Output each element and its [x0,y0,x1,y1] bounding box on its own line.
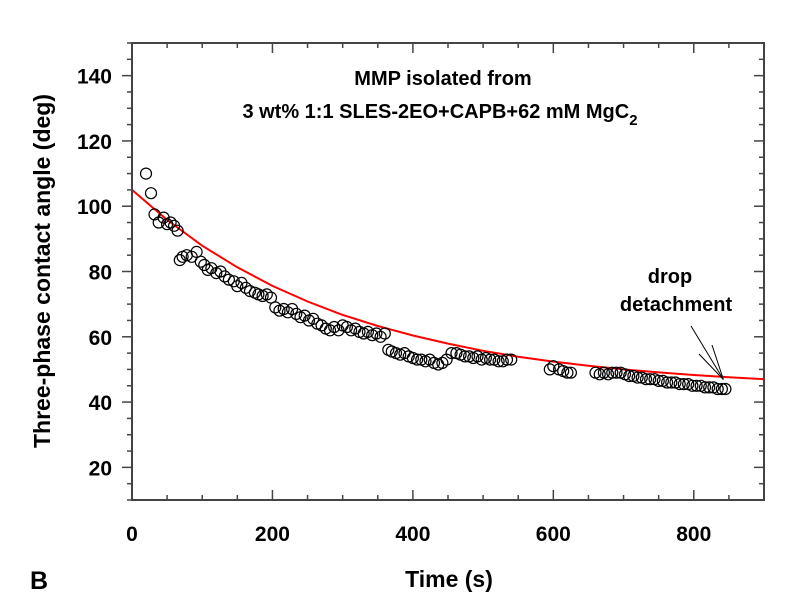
data-point [445,347,458,360]
y-tick-label: 60 [89,327,112,350]
data-point [703,381,716,394]
data-point [484,353,497,366]
data-point [644,373,657,386]
y-tick-label: 40 [89,392,112,415]
data-point [711,382,724,396]
arrow-shaft [690,325,724,380]
data-point [623,369,636,383]
data-point [290,307,303,320]
data-point [370,327,383,340]
data-point [139,167,153,180]
data-point [677,378,691,391]
data-point [328,320,341,334]
data-point [652,374,665,387]
data-point [323,324,337,337]
chart-title-line-2-main: 3 wt% 1:1 SLES-2EO+CAPB+62 mM MgC [242,101,629,123]
chart-title-line-2: 3 wt% 1:1 SLES-2EO+CAPB+62 mM MgC2 [242,101,637,129]
data-point [660,376,674,389]
data-point [243,285,257,298]
data-point [471,350,484,363]
y-axis-title: Three-phase contact angle (deg) [29,94,55,448]
data-point [715,382,729,396]
data-point [411,353,424,366]
x-tick-label: 400 [395,523,430,546]
annotation-line-2: detachment [620,294,733,316]
data-point [673,378,686,391]
annotation-line-1: drop [648,266,692,288]
data-point [500,353,514,366]
y-tick-label: 80 [89,262,112,285]
data-point [665,376,678,389]
x-axis-title: Time (s) [405,566,493,592]
data-point [340,320,353,334]
data-point [631,371,644,384]
data-point [281,306,294,319]
y-tick-label: 120 [77,131,112,154]
data-point [194,255,207,268]
data-point [222,273,235,286]
fit-curve-layer [131,189,765,381]
x-tick-label: 200 [255,523,290,546]
data-point [436,356,449,369]
data-point [698,381,712,394]
data-point [686,379,699,392]
data-point [505,353,518,366]
data-point [260,288,273,301]
data-point [231,280,244,293]
data-point [492,355,505,368]
arrow-head-right [711,344,724,380]
x-tick-labels: 0 200 400 600 800 [126,523,711,546]
drop-detachment-arrow [690,325,724,380]
y-tick-labels: 20 40 60 80 100 120 140 [77,66,112,481]
data-point [719,382,732,396]
data-point [690,379,703,392]
fit-curve [131,189,765,381]
data-point [458,350,471,363]
chart-title-line-1: MMP isolated from [354,68,531,90]
panel-label: B [30,567,48,595]
data-point [164,216,177,229]
x-tick-label: 600 [536,523,571,546]
y-tick-label: 140 [77,66,112,89]
data-point [543,363,556,376]
data-point [378,327,391,340]
x-tick-label: 0 [126,523,138,546]
data-point [639,373,653,386]
plot-frame [131,42,765,501]
chart-title-subscript: 2 [629,112,637,129]
arrow-head-left [698,353,724,380]
data-point [374,330,387,343]
data-point [606,366,619,379]
y-tick-label: 100 [77,196,112,219]
data-point [171,224,184,237]
data-points-layer [139,167,732,396]
data-point [144,187,158,200]
data-point [277,302,290,316]
data-point [610,366,623,379]
data-point [564,366,578,379]
data-point [561,366,574,379]
y-tick-label: 20 [89,457,112,480]
x-tick-label: 800 [676,523,711,546]
data-point [269,301,282,314]
data-point [361,325,374,338]
data-point [547,360,560,373]
